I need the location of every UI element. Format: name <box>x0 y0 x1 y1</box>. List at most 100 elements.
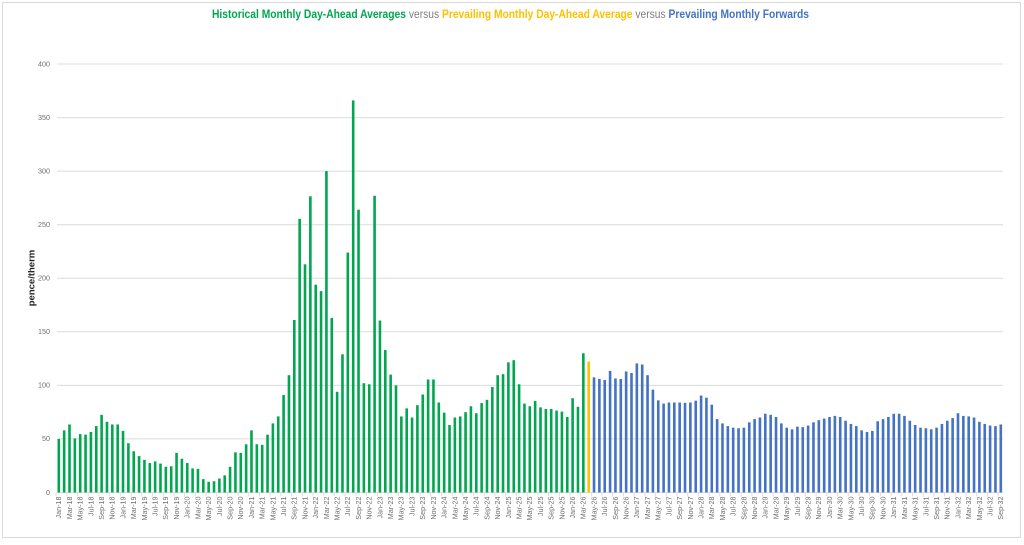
svg-text:Sep-19: Sep-19 <box>161 497 170 520</box>
svg-text:Sep-31: Sep-31 <box>932 497 941 520</box>
svg-text:Nov-26: Nov-26 <box>622 496 631 519</box>
svg-text:200: 200 <box>38 274 50 283</box>
svg-text:Nov-20: Nov-20 <box>236 496 245 519</box>
svg-text:Nov-28: Nov-28 <box>750 496 759 519</box>
svg-text:Jan-32: Jan-32 <box>953 497 962 519</box>
svg-text:Mar-30: Mar-30 <box>836 497 845 520</box>
svg-text:May-26: May-26 <box>589 496 598 520</box>
svg-text:Jan-25: Jan-25 <box>504 497 513 519</box>
svg-text:Mar-31: Mar-31 <box>900 497 909 520</box>
svg-text:Mar-21: Mar-21 <box>258 497 267 520</box>
svg-text:Sep-24: Sep-24 <box>482 497 491 520</box>
svg-text:Sep-29: Sep-29 <box>804 497 813 520</box>
svg-text:Mar-18: Mar-18 <box>65 497 74 520</box>
svg-text:Mar-25: Mar-25 <box>515 497 524 520</box>
svg-text:May-30: May-30 <box>846 496 855 520</box>
svg-text:Nov-23: Nov-23 <box>429 496 438 519</box>
svg-text:May-31: May-31 <box>911 496 920 520</box>
svg-text:250: 250 <box>38 220 50 229</box>
svg-text:Jul-31: Jul-31 <box>921 496 930 516</box>
svg-text:Mar-29: Mar-29 <box>771 497 780 520</box>
svg-text:Jan-27: Jan-27 <box>632 497 641 519</box>
svg-text:Sep-28: Sep-28 <box>739 497 748 520</box>
svg-text:Jul-21: Jul-21 <box>279 496 288 516</box>
svg-text:Mar-28: Mar-28 <box>707 497 716 520</box>
svg-text:May-21: May-21 <box>268 496 277 520</box>
svg-text:May-19: May-19 <box>140 496 149 520</box>
svg-text:Sep-20: Sep-20 <box>226 497 235 520</box>
svg-text:Mar-23: Mar-23 <box>386 497 395 520</box>
svg-text:pence/therm: pence/therm <box>27 250 38 307</box>
svg-text:Jan-30: Jan-30 <box>825 497 834 519</box>
svg-text:Nov-22: Nov-22 <box>365 496 374 519</box>
svg-text:Mar-20: Mar-20 <box>193 497 202 520</box>
svg-text:May-22: May-22 <box>333 496 342 520</box>
svg-text:May-18: May-18 <box>76 496 85 520</box>
svg-text:Mar-19: Mar-19 <box>129 497 138 520</box>
svg-text:Jan-18: Jan-18 <box>54 497 63 519</box>
svg-text:Jul-22: Jul-22 <box>343 496 352 516</box>
svg-text:Sep-32: Sep-32 <box>996 497 1005 520</box>
svg-text:100: 100 <box>38 381 50 390</box>
svg-text:Sep-18: Sep-18 <box>97 497 106 520</box>
svg-text:Historical Monthly Day-Ahead A: Historical Monthly Day-Ahead Averages ve… <box>212 7 809 21</box>
svg-text:Sep-21: Sep-21 <box>290 497 299 520</box>
svg-text:Nov-21: Nov-21 <box>300 496 309 519</box>
svg-text:May-24: May-24 <box>461 496 470 520</box>
svg-text:Jan-19: Jan-19 <box>118 497 127 519</box>
svg-text:Mar-24: Mar-24 <box>450 497 459 520</box>
svg-text:Jan-31: Jan-31 <box>889 497 898 519</box>
svg-text:Jul-24: Jul-24 <box>472 496 481 516</box>
svg-text:Nov-25: Nov-25 <box>557 496 566 519</box>
svg-text:Jul-30: Jul-30 <box>857 496 866 516</box>
svg-text:Jul-23: Jul-23 <box>408 496 417 516</box>
svg-text:Jan-20: Jan-20 <box>183 497 192 519</box>
svg-text:Nov-30: Nov-30 <box>879 496 888 519</box>
svg-text:Nov-24: Nov-24 <box>493 496 502 519</box>
svg-text:Jan-22: Jan-22 <box>311 497 320 519</box>
svg-text:Nov-19: Nov-19 <box>172 496 181 519</box>
svg-text:Jan-24: Jan-24 <box>440 497 449 519</box>
svg-text:Jul-25: Jul-25 <box>536 496 545 516</box>
svg-text:Mar-22: Mar-22 <box>322 497 331 520</box>
svg-text:Sep-30: Sep-30 <box>868 497 877 520</box>
svg-text:0: 0 <box>46 488 50 497</box>
svg-text:Nov-18: Nov-18 <box>108 496 117 519</box>
svg-text:Jan-29: Jan-29 <box>761 497 770 519</box>
svg-text:400: 400 <box>38 59 50 68</box>
svg-text:May-32: May-32 <box>975 496 984 520</box>
svg-text:May-27: May-27 <box>654 496 663 520</box>
svg-text:Sep-23: Sep-23 <box>418 497 427 520</box>
svg-text:May-20: May-20 <box>204 496 213 520</box>
svg-text:Jan-28: Jan-28 <box>697 497 706 519</box>
svg-text:Sep-27: Sep-27 <box>675 497 684 520</box>
svg-text:May-29: May-29 <box>782 496 791 520</box>
svg-text:Jul-32: Jul-32 <box>986 496 995 516</box>
svg-text:Jan-23: Jan-23 <box>375 497 384 519</box>
svg-text:150: 150 <box>38 327 50 336</box>
svg-text:Mar-32: Mar-32 <box>964 497 973 520</box>
svg-text:Jul-26: Jul-26 <box>600 496 609 516</box>
svg-text:50: 50 <box>42 434 50 443</box>
svg-text:May-23: May-23 <box>397 496 406 520</box>
svg-text:Nov-31: Nov-31 <box>943 496 952 519</box>
svg-text:Mar-26: Mar-26 <box>579 497 588 520</box>
svg-text:Sep-26: Sep-26 <box>611 497 620 520</box>
svg-text:300: 300 <box>38 166 50 175</box>
svg-text:Nov-29: Nov-29 <box>814 496 823 519</box>
svg-text:May-28: May-28 <box>718 496 727 520</box>
svg-text:Sep-25: Sep-25 <box>547 497 556 520</box>
svg-text:350: 350 <box>38 113 50 122</box>
svg-text:Jan-26: Jan-26 <box>568 497 577 519</box>
svg-text:Jul-27: Jul-27 <box>664 496 673 516</box>
svg-text:Jul-29: Jul-29 <box>793 496 802 516</box>
svg-text:Jul-28: Jul-28 <box>729 496 738 516</box>
svg-text:Mar-27: Mar-27 <box>643 497 652 520</box>
svg-text:Jul-20: Jul-20 <box>215 496 224 516</box>
svg-text:Jan-21: Jan-21 <box>247 497 256 519</box>
svg-text:Jul-19: Jul-19 <box>151 496 160 516</box>
svg-text:Jul-18: Jul-18 <box>86 496 95 516</box>
svg-text:Sep-22: Sep-22 <box>354 497 363 520</box>
svg-text:May-25: May-25 <box>525 496 534 520</box>
svg-text:Nov-27: Nov-27 <box>686 496 695 519</box>
